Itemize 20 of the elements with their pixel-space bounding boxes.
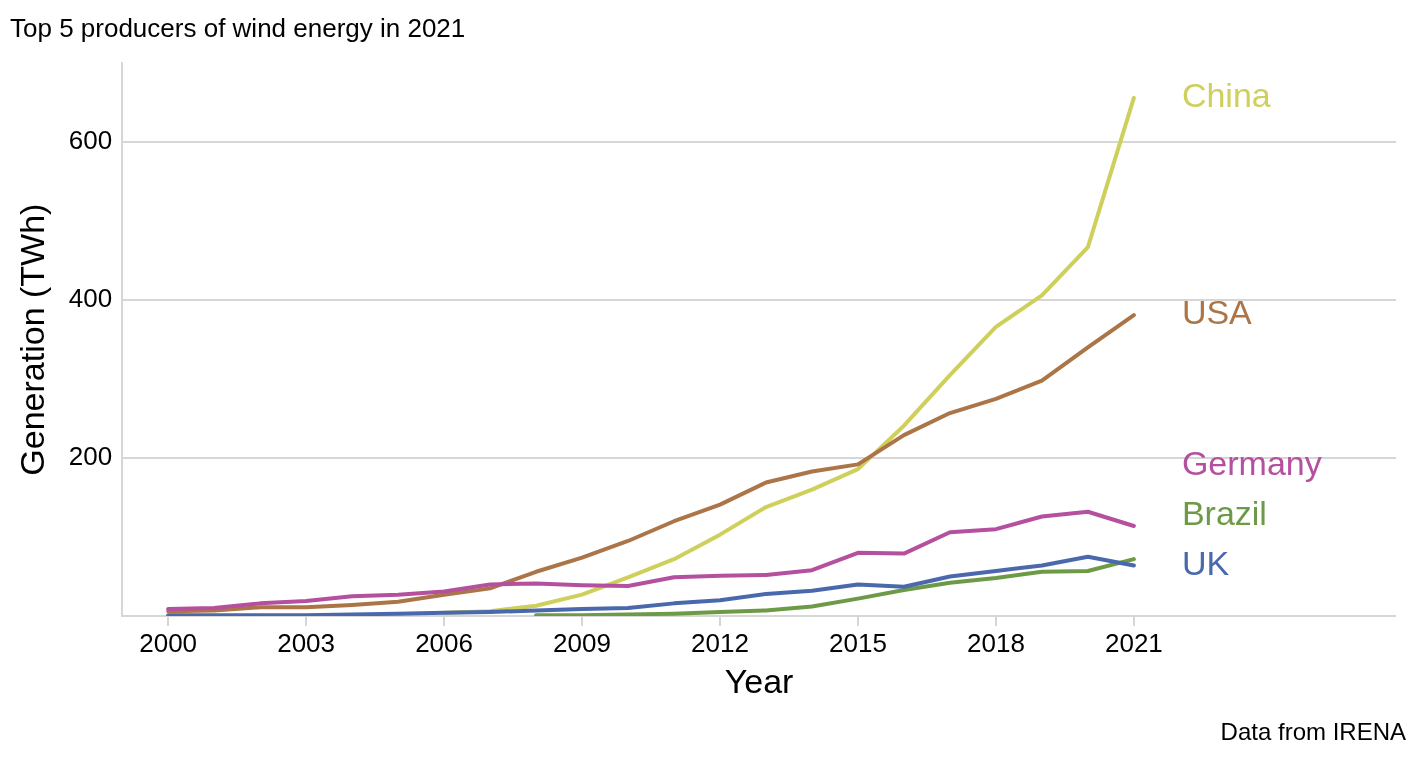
series-label: Brazil (1181, 493, 1267, 532)
y-axis-title: Generation (TWh) (12, 203, 51, 476)
x-tick-label: 2009 (553, 627, 611, 658)
series-label: USA (1181, 293, 1253, 332)
x-tick-label: 2021 (1104, 627, 1163, 658)
y-tick-label: 400 (68, 283, 113, 314)
x-tick-label: 2015 (829, 627, 887, 658)
x-tick-label: 2018 (967, 627, 1025, 658)
series-label: Germany (1181, 443, 1322, 482)
x-tick-label: 2000 (139, 627, 198, 658)
series-label: China (1181, 76, 1271, 115)
series-label: UK (1181, 543, 1230, 582)
y-tick-label: 200 (68, 441, 113, 472)
x-tick-label: 2006 (415, 627, 474, 658)
y-tick-label: 600 (68, 125, 113, 156)
x-tick-label: 2003 (277, 627, 336, 658)
chart-title: Top 5 producers of wind energy in 2021 (10, 12, 466, 43)
x-axis-title: Year (724, 661, 794, 700)
text: Data from IRENA (1220, 718, 1406, 745)
x-tick-label: 2012 (691, 627, 749, 658)
